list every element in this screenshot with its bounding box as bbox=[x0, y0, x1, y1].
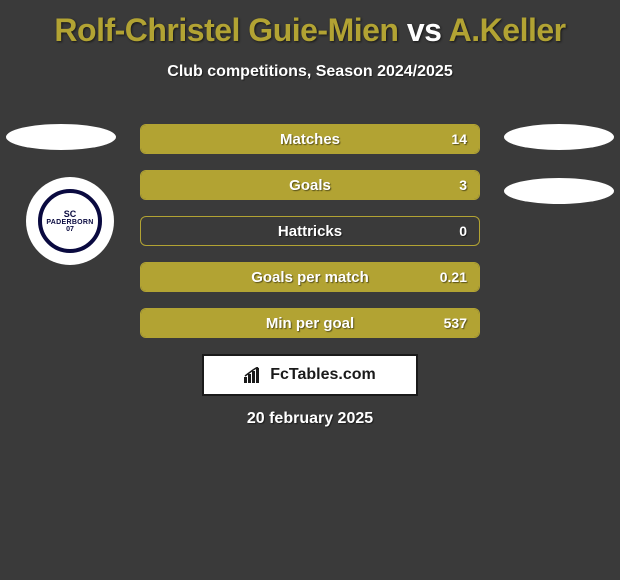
stat-row: Min per goal 537 bbox=[140, 308, 480, 338]
player2-avatar-placeholder bbox=[504, 124, 614, 150]
player2-name: A.Keller bbox=[449, 12, 566, 48]
stat-value: 3 bbox=[459, 177, 467, 193]
stat-label: Goals bbox=[289, 177, 331, 194]
club-year: 07 bbox=[66, 226, 74, 233]
player1-name: Rolf-Christel Guie-Mien bbox=[54, 12, 398, 48]
stat-value: 0.21 bbox=[440, 269, 467, 285]
stat-label: Hattricks bbox=[278, 223, 342, 240]
stat-row: Matches 14 bbox=[140, 124, 480, 154]
stat-label: Min per goal bbox=[266, 315, 354, 332]
stat-row: Hattricks 0 bbox=[140, 216, 480, 246]
stat-value: 0 bbox=[459, 223, 467, 239]
vs-text: vs bbox=[407, 12, 442, 48]
stat-value: 14 bbox=[451, 131, 467, 147]
fctables-logo[interactable]: FcTables.com bbox=[202, 354, 418, 396]
stat-label: Matches bbox=[280, 131, 340, 148]
stat-label: Goals per match bbox=[251, 269, 369, 286]
stat-row: Goals 3 bbox=[140, 170, 480, 200]
player1-club-badge: SC PADERBORN 07 bbox=[26, 177, 114, 265]
club-badge-inner: SC PADERBORN 07 bbox=[38, 189, 102, 253]
date-text: 20 february 2025 bbox=[0, 410, 620, 428]
logo-text: FcTables.com bbox=[270, 366, 376, 384]
player2-club-placeholder bbox=[504, 178, 614, 204]
stats-container: Matches 14 Goals 3 Hattricks 0 Goals per match… bbox=[140, 124, 480, 354]
player1-avatar-placeholder bbox=[6, 124, 116, 150]
club-name: PADERBORN bbox=[46, 219, 93, 226]
club-sc: SC bbox=[64, 210, 77, 219]
chart-icon bbox=[244, 367, 264, 383]
season-subtitle: Club competitions, Season 2024/2025 bbox=[0, 63, 620, 81]
stat-value: 537 bbox=[444, 315, 467, 331]
comparison-title: Rolf-Christel Guie-Mien vs A.Keller bbox=[0, 0, 620, 49]
stat-row: Goals per match 0.21 bbox=[140, 262, 480, 292]
